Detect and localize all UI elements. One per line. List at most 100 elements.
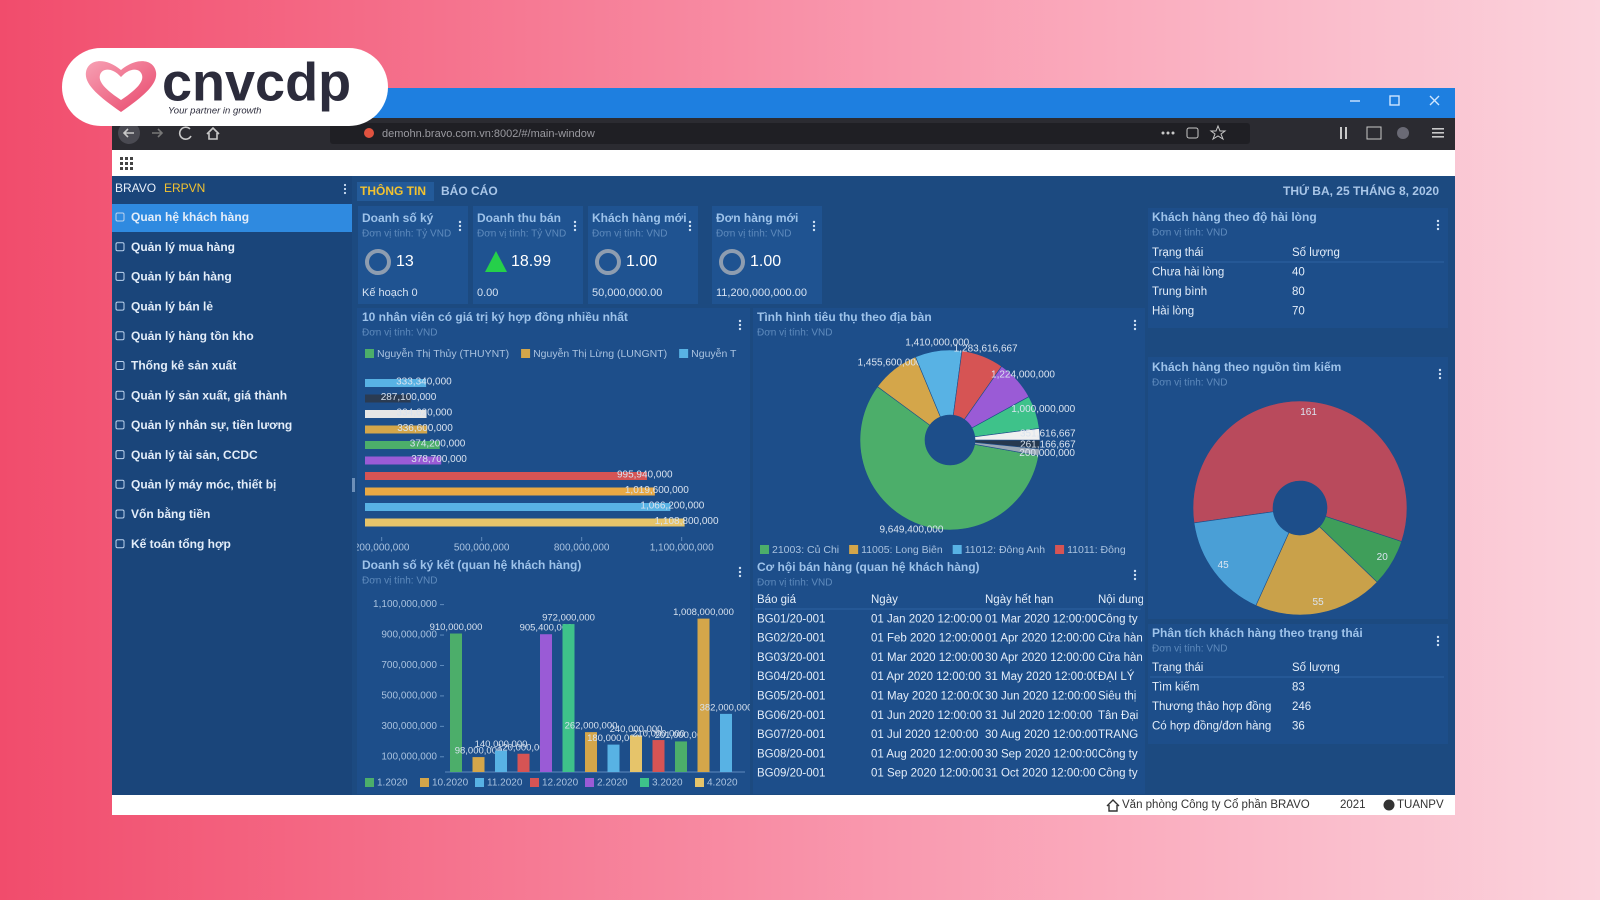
forward-button[interactable] bbox=[152, 128, 164, 138]
table-column: Báo giá BG01/20-001 BG02/20-001 BG03/20-001… bbox=[757, 594, 825, 780]
kpi-ring bbox=[365, 249, 391, 275]
value-label: 210,000,000 bbox=[632, 729, 685, 740]
slice-label: 55 bbox=[1313, 597, 1325, 608]
table-cell: 01 Mar 2020 12:00:00 bbox=[871, 652, 984, 664]
sidebar-splitter[interactable] bbox=[352, 478, 355, 492]
menu-item[interactable]: Quản lý máy móc, thiết bị bbox=[131, 477, 276, 491]
kpi-unit: Đơn vị tính: VND bbox=[716, 229, 791, 240]
menu-dot bbox=[458, 220, 462, 224]
value-label: 336,600,000 bbox=[397, 423, 453, 434]
table-cell: 01 Aug 2020 12:00:00 bbox=[871, 748, 984, 760]
table-cell: 31 Oct 2020 12:00:00 bbox=[985, 768, 1096, 780]
menu-dot bbox=[1436, 223, 1440, 227]
column-header: Nội dung bbox=[1098, 594, 1144, 606]
kpi-card: Khách hàng mới Đơn vị tính: VND 1.00 50,000… bbox=[588, 206, 698, 304]
panel-title: Khách hàng theo độ hài lòng bbox=[1152, 210, 1317, 224]
home-button[interactable] bbox=[206, 126, 220, 140]
search-source-panel: Khách hàng theo nguồn tìm kiếm Đơn vị tín… bbox=[1148, 357, 1448, 619]
menu-dot bbox=[812, 220, 816, 224]
kpi-bg bbox=[473, 206, 583, 304]
legend-swatch bbox=[365, 349, 374, 358]
table-cell: BG04/20-001 bbox=[757, 671, 825, 683]
menu-dot bbox=[343, 183, 347, 187]
menu-dot bbox=[738, 574, 742, 578]
value-label: 180,000,000 bbox=[587, 733, 640, 744]
tab[interactable]: THÔNG TIN bbox=[360, 183, 426, 198]
tab[interactable]: BÁO CÁO bbox=[441, 183, 498, 198]
value-label: 1,108,800,000 bbox=[655, 516, 719, 527]
legend-swatch bbox=[530, 778, 539, 787]
menu-icon bbox=[115, 271, 125, 281]
menu-dot bbox=[688, 224, 692, 228]
bar bbox=[365, 410, 427, 418]
menu-item[interactable]: Quản lý bán lẻ bbox=[131, 299, 213, 313]
table-cell: Cửa hàng bbox=[1098, 652, 1149, 664]
table-cell: BG08/20-001 bbox=[757, 748, 825, 760]
panel-title: Phân tích khách hàng theo trạng thái bbox=[1152, 626, 1363, 640]
table-cell: Tìm kiếm bbox=[1152, 682, 1199, 694]
menu-item[interactable]: Quan hệ khách hàng bbox=[131, 210, 249, 224]
bar bbox=[365, 503, 671, 511]
menu-item[interactable]: Quản lý bán hàng bbox=[131, 270, 232, 284]
close[interactable] bbox=[1429, 95, 1440, 106]
contracts-panel: Doanh số ký kết (quan hệ khách hàng) Đơn … bbox=[357, 558, 750, 794]
kpi-bg bbox=[358, 206, 468, 304]
menu-dot bbox=[738, 566, 742, 570]
slice-label: 20 bbox=[1377, 552, 1389, 563]
slice-label: 9,649,400,000 bbox=[879, 525, 943, 536]
legend-label: 2.2020 bbox=[597, 778, 628, 789]
kpi-unit: Đơn vị tính: Tỷ VND bbox=[477, 228, 566, 240]
reload-button[interactable] bbox=[178, 126, 192, 140]
legend-label: 12.2020 bbox=[542, 778, 579, 789]
panel-unit: Đơn vị tính: VND bbox=[757, 578, 832, 589]
menu-dot bbox=[1438, 368, 1442, 372]
value-label: 287,100,000 bbox=[381, 392, 437, 403]
table-cell: 01 Jun 2020 12:00:00 bbox=[871, 710, 982, 722]
panel-unit: Đơn vị tính: VND bbox=[362, 328, 437, 339]
bar bbox=[365, 379, 427, 387]
menu-item[interactable]: Thống kê sản xuất bbox=[131, 359, 236, 373]
table-cell: BG01/20-001 bbox=[757, 613, 825, 625]
toolbar-icons bbox=[1161, 124, 1444, 141]
footer-company: Văn phòng Công ty Cổ phần BRAVO bbox=[1122, 799, 1310, 811]
kpi-title: Khách hàng mới bbox=[592, 211, 687, 225]
apps-menu-icon[interactable] bbox=[120, 157, 133, 170]
panel-unit: Đơn vị tính: VND bbox=[1152, 378, 1227, 389]
table-cell: 36 bbox=[1292, 721, 1305, 733]
menu-item[interactable]: Kế toán tổng hợp bbox=[131, 537, 231, 551]
logo-left: BRAVO bbox=[115, 181, 156, 195]
menu-item[interactable]: Quản lý sản xuất, giá thành bbox=[131, 388, 287, 402]
table-cell: Tân Đại bbox=[1098, 710, 1138, 722]
table-column: Trạng thái Tìm kiếm Thương thảo hợp đồng Có… bbox=[1152, 662, 1271, 733]
restore[interactable] bbox=[1389, 95, 1400, 106]
menu-item[interactable]: Quản lý nhân sự, tiền lương bbox=[131, 418, 292, 432]
menu-icon bbox=[115, 390, 125, 400]
menu-item[interactable]: Quản lý mua hàng bbox=[131, 240, 235, 254]
kpi-value: 13 bbox=[396, 253, 414, 270]
status-panel: Phân tích khách hàng theo trạng thái Đơn … bbox=[1148, 624, 1448, 744]
kpi-unit: Đơn vị tính: Tỷ VND bbox=[362, 228, 451, 240]
menu-item[interactable]: Quản lý tài sản, CCDC bbox=[131, 448, 258, 462]
table-cell: BG07/20-001 bbox=[757, 729, 825, 741]
footer-year: 2021 bbox=[1340, 799, 1366, 811]
panel-bg bbox=[1148, 208, 1448, 328]
menu-item[interactable]: Vốn bằng tiền bbox=[131, 506, 210, 521]
kpi-sub: Kế hoạch 0 bbox=[362, 287, 418, 299]
menu-dot bbox=[1133, 319, 1137, 323]
menu-item[interactable]: Quản lý hàng tồn kho bbox=[131, 329, 254, 343]
address-bar[interactable] bbox=[330, 123, 1250, 144]
kpi-value: 1.00 bbox=[626, 253, 657, 270]
menu-dot bbox=[738, 570, 742, 574]
kpi-ring bbox=[719, 249, 745, 275]
table-cell: TRANG bbox=[1098, 729, 1138, 741]
table-column: Nội dung Công ty Cửa hàng Cửa hàng ĐẠI LÝ Siê… bbox=[1098, 594, 1149, 780]
table-cell: 31 Jul 2020 12:00:00 bbox=[985, 710, 1092, 722]
menu-dot bbox=[458, 224, 462, 228]
bar bbox=[365, 518, 685, 527]
kpi-bg bbox=[712, 206, 822, 304]
legend-label: 10.2020 bbox=[432, 778, 469, 789]
url: demohn.bravo.com.vn:8002/#/main-window bbox=[382, 128, 595, 140]
legend-swatch bbox=[760, 545, 769, 554]
pie-slice bbox=[974, 442, 1040, 456]
